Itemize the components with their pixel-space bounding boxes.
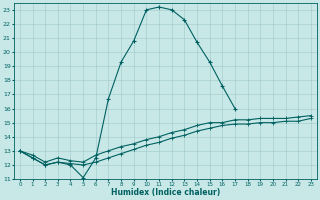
X-axis label: Humidex (Indice chaleur): Humidex (Indice chaleur) <box>111 188 220 197</box>
